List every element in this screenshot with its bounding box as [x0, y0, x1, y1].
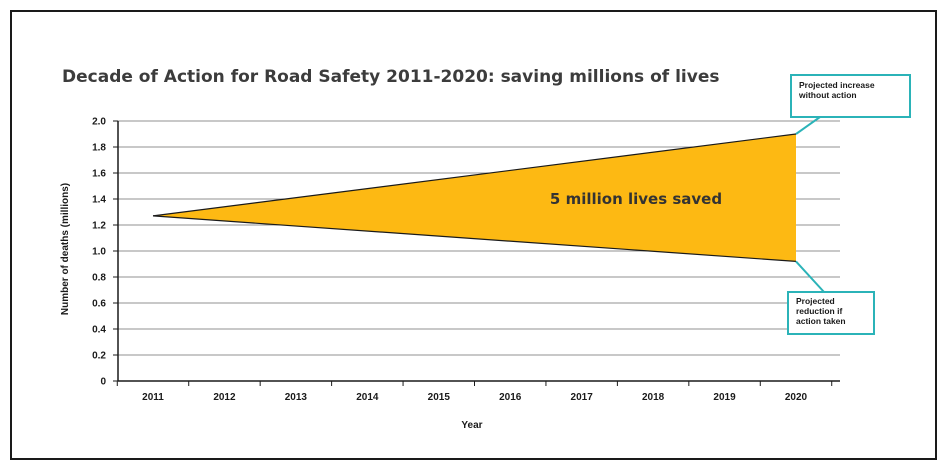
x-tick-label: 2020	[785, 392, 808, 403]
callout-text-line: action taken	[796, 316, 846, 326]
saved-lives-area	[152, 133, 797, 262]
reduction-projection-line	[152, 215, 797, 262]
y-tick-label: 2.0	[92, 117, 106, 128]
y-tick-label: 1.4	[92, 195, 106, 206]
area-label: 5 million lives saved	[550, 190, 722, 208]
callout-text-line: reduction if	[796, 306, 842, 316]
increase-projection-line	[152, 133, 797, 217]
callout-text-line: without action	[798, 90, 857, 100]
y-tick-labels: 0 0.2 0.4 0.6 0.8 1.0 1.2 1.4 1.6 1.8 2.0	[92, 117, 106, 388]
x-tick-label: 2012	[213, 392, 236, 403]
y-axis-title: Number of deaths (millions)	[60, 183, 71, 315]
y-tick-label: 0.6	[92, 299, 106, 310]
x-tick-label: 2015	[428, 392, 451, 403]
x-tick-labels: 2011 2012 2013 2014 2015 2016 2017 2018 2019 2020	[116, 381, 833, 403]
x-tick-label: 2018	[642, 392, 665, 403]
y-tick-label: 1.8	[92, 143, 106, 154]
y-tick-label: 0.4	[92, 325, 106, 336]
chart-title: Decade of Action for Road Safety 2011-20…	[62, 67, 719, 87]
y-tick-label: 1.6	[92, 169, 106, 180]
y-tick-label: 1.0	[92, 247, 106, 258]
lives-saved-area	[153, 134, 796, 262]
callout-text-line: Projected	[796, 296, 835, 306]
x-tick-label: 2011	[142, 392, 164, 403]
x-tick-label: 2016	[499, 392, 522, 403]
y-tick-label: 0.2	[92, 351, 106, 362]
callout-pointer	[795, 260, 825, 293]
x-tick-label: 2017	[571, 392, 594, 403]
y-tick-label: 1.2	[92, 221, 106, 232]
y-tick-label: 0.8	[92, 273, 106, 284]
axes	[117, 121, 840, 382]
callout-box	[790, 74, 911, 118]
x-tick-label: 2019	[713, 392, 736, 403]
x-tick-label: 2014	[356, 392, 379, 403]
y-tick-label: 0	[100, 377, 106, 388]
x-tick-label: 2013	[285, 392, 308, 403]
x-axis-title: Year	[461, 420, 482, 431]
callout-text-line: Projected increase	[799, 80, 875, 90]
callout-pointer	[795, 116, 821, 135]
callout-box	[787, 291, 875, 335]
